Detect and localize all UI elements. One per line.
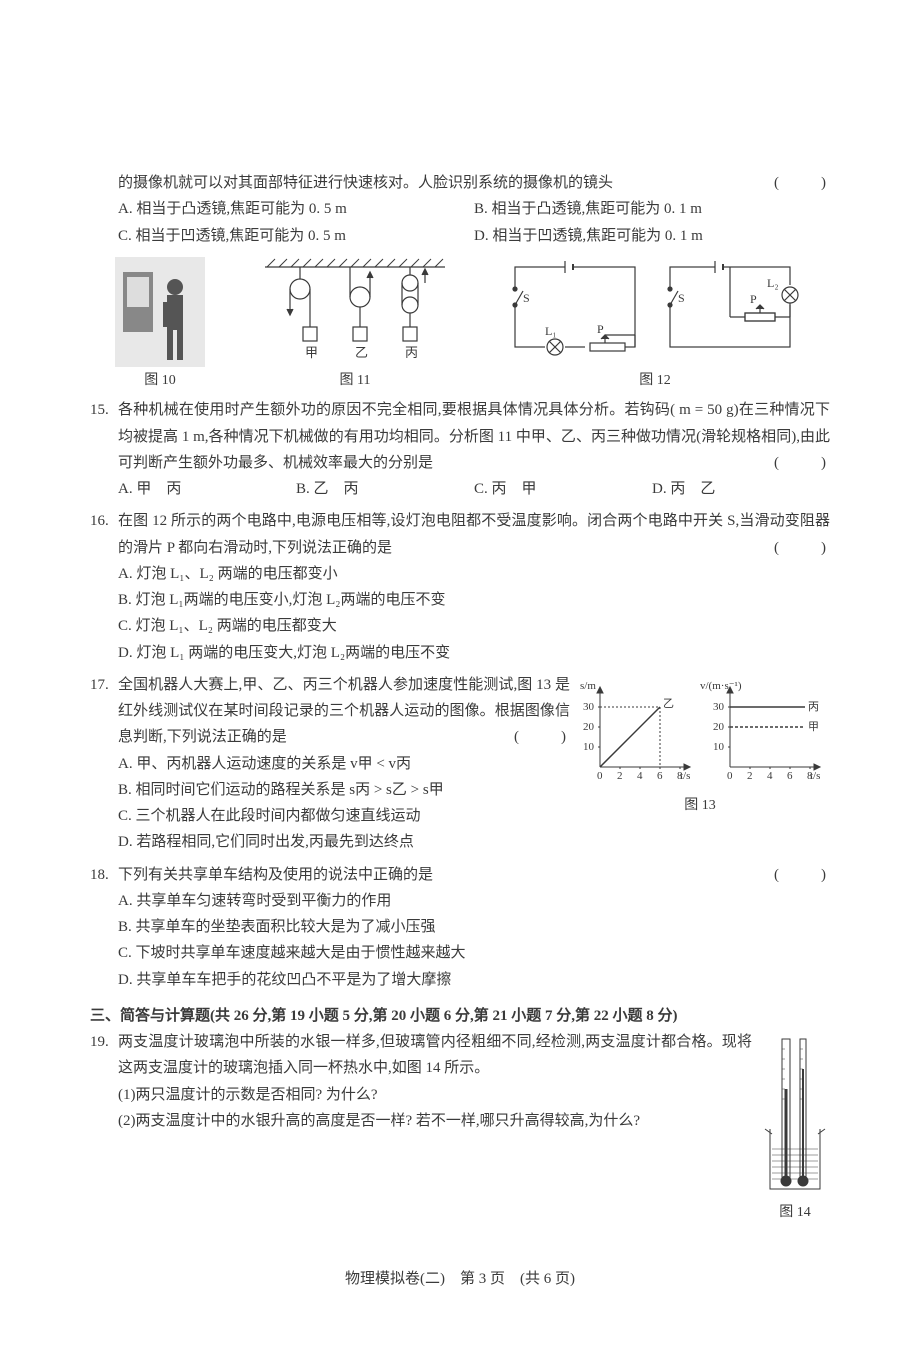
q15: 15. 各种机械在使用时产生额外功的原因不完全相同,要根据具体情况具体分析。若钩…	[90, 397, 830, 502]
q17-num: 17.	[90, 672, 118, 698]
figure-10: 图 10	[115, 257, 205, 394]
svg-text:L₁: L₁	[545, 324, 557, 338]
q18-opt-c: C. 下坡时共享单车速度越来越大是由于惯性越来越大	[90, 940, 830, 966]
svg-text:30: 30	[583, 701, 595, 713]
section-3-title: 三、简答与计算题(共 26 分,第 19 小题 5 分,第 20 小题 6 分,…	[90, 1003, 830, 1029]
q17-opt-a: A. 甲、丙机器人运动速度的关系是 v甲 < v丙	[90, 751, 570, 777]
svg-text:P: P	[597, 322, 604, 336]
q19-num: 19.	[90, 1029, 118, 1055]
q17-stem: 全国机器人大赛上,甲、乙、丙三个机器人参加速度性能测试,图 13 是红外线测试仪…	[118, 672, 570, 751]
fig14-svg	[760, 1029, 830, 1199]
q18-blank: ( )	[774, 862, 830, 888]
page-footer: 物理模拟卷(二) 第 3 页 (共 6 页)	[90, 1266, 830, 1292]
q16-opt-c: C. 灯泡 L₁、L₂ 两端的电压都变大	[90, 613, 830, 639]
q16-opt-a: A. 灯泡 L₁、L₂ 两端的电压都变小	[90, 561, 830, 587]
figure-12: S L₁ P	[505, 257, 805, 394]
fig13-svg: s/m t/s 10 20 30 0 2 4 6 8	[570, 672, 830, 792]
svg-text:P: P	[750, 292, 757, 306]
svg-text:0: 0	[727, 770, 733, 782]
q19-stem: 两支温度计玻璃泡中所装的水银一样多,但玻璃管内径粗细不同,经检测,两支温度计都合…	[118, 1029, 752, 1082]
q18-opt-b: B. 共享单车的坐垫表面积比较大是为了减小压强	[90, 914, 830, 940]
fig14-caption: 图 14	[760, 1201, 830, 1226]
q14-text: 的摄像机就可以对其面部特征进行快速核对。人脸识别系统的摄像机的镜头	[118, 175, 613, 191]
q15-stem: 各种机械在使用时产生额外功的原因不完全相同,要根据具体情况具体分析。若钩码( m…	[118, 397, 830, 476]
svg-text:甲: 甲	[305, 345, 318, 360]
svg-text:丙: 丙	[405, 345, 418, 360]
q14-opt-a: A. 相当于凸透镜,焦距可能为 0. 5 m	[118, 196, 474, 222]
fig10-svg	[115, 257, 205, 367]
fig11-svg: 甲 乙 丙	[255, 257, 455, 367]
q15-opt-a: A. 甲 丙	[118, 476, 296, 502]
q15-blank: ( )	[774, 450, 830, 476]
q18-num: 18.	[90, 862, 118, 888]
fig10-caption: 图 10	[115, 369, 205, 394]
figure-11: 甲 乙 丙 图 11	[255, 257, 455, 394]
q14-tail: 的摄像机就可以对其面部特征进行快速核对。人脸识别系统的摄像机的镜头 ( ) A.…	[90, 170, 830, 249]
q18-opt-d: D. 共享单车车把手的花纹凹凸不平是为了增大摩擦	[90, 967, 830, 993]
q15-options: A. 甲 丙 B. 乙 丙 C. 丙 甲 D. 丙 乙	[90, 476, 830, 502]
q16-num: 16.	[90, 508, 118, 534]
svg-text:30: 30	[713, 701, 725, 713]
svg-text:2: 2	[747, 770, 753, 782]
figure-13: s/m t/s 10 20 30 0 2 4 6 8	[570, 672, 830, 856]
q17-blank: ( )	[514, 724, 570, 750]
svg-text:丙: 丙	[808, 701, 819, 713]
fig11-caption: 图 11	[255, 369, 455, 394]
svg-text:甲: 甲	[808, 721, 819, 733]
svg-text:6: 6	[787, 770, 793, 782]
svg-text:10: 10	[583, 741, 595, 753]
svg-text:4: 4	[637, 770, 643, 782]
q17-opt-b: B. 相同时间它们运动的路程关系是 s丙 > s乙 > s甲	[90, 777, 570, 803]
svg-text:8: 8	[807, 770, 813, 782]
q16: 16. 在图 12 所示的两个电路中,电源电压相等,设灯泡电阻都不受温度影响。闭…	[90, 508, 830, 666]
svg-text:S: S	[678, 291, 685, 305]
q14-stem-tail: 的摄像机就可以对其面部特征进行快速核对。人脸识别系统的摄像机的镜头 ( )	[90, 170, 830, 196]
q19: 图 14 19. 两支温度计玻璃泡中所装的水银一样多,但玻璃管内径粗细不同,经检…	[90, 1029, 830, 1226]
q18: 18. 下列有关共享单车结构及使用的说法中正确的是 ( ) A. 共享单车匀速转…	[90, 862, 830, 993]
q14-opt-d: D. 相当于凹透镜,焦距可能为 0. 1 m	[474, 223, 830, 249]
svg-text:10: 10	[713, 741, 725, 753]
q16-stem: 在图 12 所示的两个电路中,电源电压相等,设灯泡电阻都不受温度影响。闭合两个电…	[118, 508, 830, 561]
q16-opt-d: D. 灯泡 L₁ 两端的电压变大,灯泡 L₂两端的电压不变	[90, 640, 830, 666]
q19-sub2: (2)两支温度计中的水银升高的高度是否一样? 若不一样,哪只升高得较高,为什么?	[90, 1108, 830, 1134]
q18-opt-a: A. 共享单车匀速转弯时受到平衡力的作用	[90, 888, 830, 914]
svg-text:乙: 乙	[663, 697, 674, 710]
q14-blank: ( )	[774, 170, 830, 196]
svg-text:乙: 乙	[355, 345, 368, 360]
q14-options: A. 相当于凸透镜,焦距可能为 0. 5 m B. 相当于凸透镜,焦距可能为 0…	[90, 196, 830, 249]
figure-14: 图 14	[760, 1029, 830, 1226]
figures-row-10-11-12: 图 10	[90, 257, 830, 394]
q16-opt-b: B. 灯泡 L₁两端的电压变小,灯泡 L₂两端的电压不变	[90, 587, 830, 613]
q17: 17. 全国机器人大赛上,甲、乙、丙三个机器人参加速度性能测试,图 13 是红外…	[90, 672, 830, 856]
svg-text:6: 6	[657, 770, 663, 782]
q15-num: 15.	[90, 397, 118, 423]
q15-opt-d: D. 丙 乙	[652, 476, 830, 502]
fig12-caption: 图 12	[505, 369, 805, 394]
q18-stem: 下列有关共享单车结构及使用的说法中正确的是 ( )	[118, 862, 830, 888]
svg-text:L₂: L₂	[767, 276, 779, 290]
q15-opt-b: B. 乙 丙	[296, 476, 474, 502]
q17-opt-c: C. 三个机器人在此段时间内都做匀速直线运动	[90, 803, 570, 829]
svg-text:8: 8	[677, 770, 683, 782]
svg-text:20: 20	[713, 721, 725, 733]
q14-opt-b: B. 相当于凸透镜,焦距可能为 0. 1 m	[474, 196, 830, 222]
fig13-caption: 图 13	[570, 794, 830, 819]
svg-text:0: 0	[597, 770, 603, 782]
q17-opt-d: D. 若路程相同,它们同时出发,丙最先到达终点	[90, 829, 570, 855]
svg-text:4: 4	[767, 770, 773, 782]
svg-text:2: 2	[617, 770, 623, 782]
svg-text:20: 20	[583, 721, 595, 733]
q14-opt-c: C. 相当于凹透镜,焦距可能为 0. 5 m	[118, 223, 474, 249]
q16-blank: ( )	[774, 535, 830, 561]
q19-sub1: (1)两只温度计的示数是否相同? 为什么?	[90, 1082, 830, 1108]
svg-text:v/(m·s⁻¹): v/(m·s⁻¹)	[700, 680, 742, 692]
svg-text:S: S	[523, 291, 530, 305]
svg-text:s/m: s/m	[580, 680, 596, 692]
fig12-svg: S L₁ P	[505, 257, 805, 367]
q15-opt-c: C. 丙 甲	[474, 476, 652, 502]
